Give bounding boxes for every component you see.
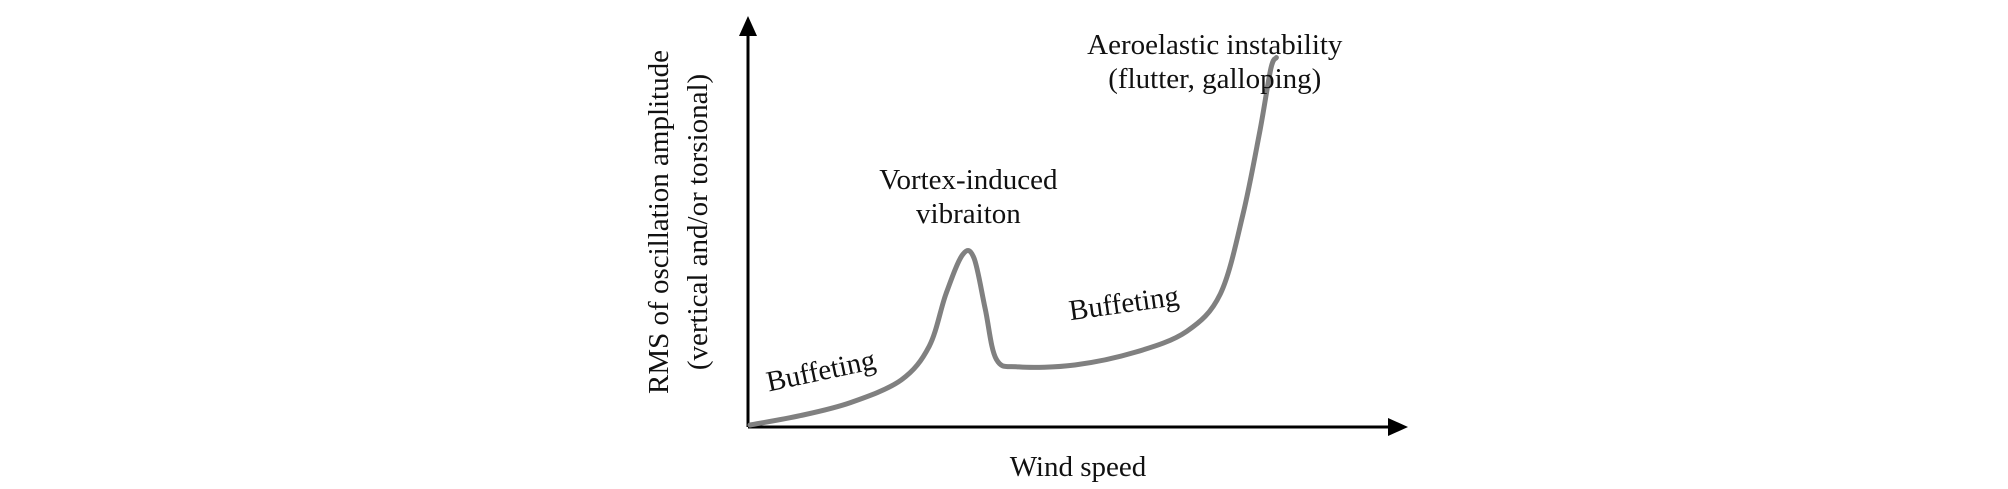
y-axis-arrow-icon — [739, 16, 757, 36]
y-axis-label-line-2: (vertical and/or torsional) — [682, 74, 714, 370]
x-axis-arrow-icon — [1388, 418, 1408, 436]
annotation-vortex-line-2: vibraiton — [916, 198, 1021, 230]
axes — [739, 16, 1408, 436]
x-axis-label: Wind speed — [1010, 451, 1147, 483]
annotation-instability-line-1: Aeroelastic instability — [1087, 29, 1343, 61]
annotation-buffeting-high: Buffeting — [1067, 280, 1181, 327]
annotation-instability-line-2: (flutter, galloping) — [1108, 63, 1321, 95]
annotation-buffeting-low: Buffeting — [763, 344, 878, 398]
annotation-vortex-line-1: Vortex-induced — [879, 164, 1058, 196]
response-curve — [747, 55, 1279, 428]
y-axis-label-line-1: RMS of oscillation amplitude — [643, 50, 675, 394]
